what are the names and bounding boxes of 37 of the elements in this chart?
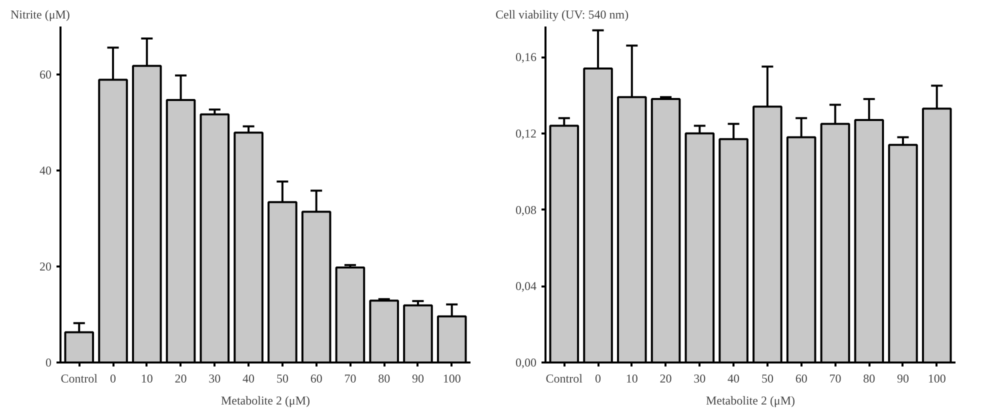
x-tick-label: Control bbox=[60, 372, 98, 386]
x-tick-label: 60 bbox=[795, 372, 808, 386]
x-tick-label: 60 bbox=[310, 372, 322, 386]
x-tick-label: 80 bbox=[378, 372, 390, 386]
y-tick-label: 20 bbox=[40, 260, 52, 274]
x-tick-label: 30 bbox=[694, 372, 706, 386]
x-tick-label: 20 bbox=[660, 372, 672, 386]
x-tick-label: 0 bbox=[595, 372, 602, 386]
x-tick-label: 30 bbox=[208, 372, 221, 386]
y-tick-label: 0,00 bbox=[516, 356, 536, 370]
y-tick-label: 0,08 bbox=[516, 202, 536, 217]
x-tick-label: 20 bbox=[174, 372, 187, 386]
y-tick-label: 40 bbox=[40, 164, 52, 178]
x-tick-label: Control bbox=[546, 372, 584, 386]
y-tick-label: 0 bbox=[46, 356, 52, 370]
x-tick-label: 0 bbox=[110, 372, 116, 386]
x-tick-label: 70 bbox=[344, 372, 356, 386]
x-axis-title: Metabolite 2 (μM) bbox=[706, 394, 796, 408]
x-tick-label: 50 bbox=[761, 372, 774, 386]
x-tick-label: 40 bbox=[728, 372, 740, 386]
x-tick-label: 50 bbox=[276, 372, 288, 386]
x-tick-label: 80 bbox=[863, 372, 876, 386]
y-tick-label: 60 bbox=[40, 68, 52, 82]
y-tick-label: 0,12 bbox=[516, 126, 536, 140]
x-axis-title: Metabolite 2 (μM) bbox=[220, 394, 310, 408]
x-tick-label: 10 bbox=[626, 372, 638, 386]
y-tick-label: 0,04 bbox=[516, 279, 536, 294]
x-tick-label: 90 bbox=[896, 372, 909, 386]
x-tick-label: 70 bbox=[829, 372, 842, 386]
chart-title: Nitrite (μM) bbox=[10, 8, 70, 22]
y-tick-label: 0,16 bbox=[516, 50, 536, 64]
x-tick-label: 100 bbox=[928, 372, 946, 386]
x-tick-label: 90 bbox=[412, 372, 424, 386]
x-tick-label: 10 bbox=[140, 372, 153, 386]
x-tick-label: 100 bbox=[442, 372, 461, 386]
x-tick-label: 40 bbox=[242, 372, 255, 386]
chart-title: Cell viability (UV: 540 nm) bbox=[496, 8, 629, 22]
